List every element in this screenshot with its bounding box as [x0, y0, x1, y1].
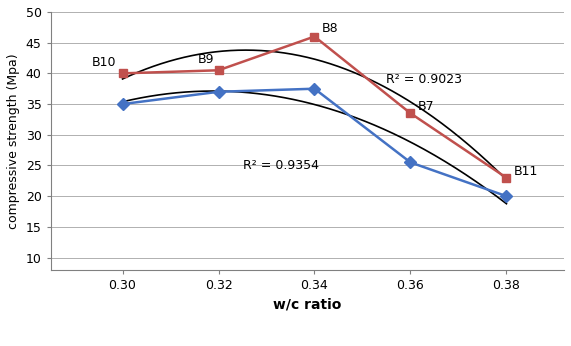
Text: B11: B11 [513, 165, 538, 178]
Text: B9: B9 [198, 53, 214, 66]
After 28 days curing [503, 176, 510, 180]
After 28 days curing [311, 35, 318, 39]
After 7 days curing [503, 194, 510, 198]
Text: B10: B10 [92, 56, 116, 70]
Y-axis label: compressive strength (Mpa): compressive strength (Mpa) [7, 53, 20, 229]
After 7 days curing [311, 86, 318, 91]
After 7 days curing [119, 102, 126, 106]
After 28 days curing [215, 68, 222, 72]
Text: R² = 0.9023: R² = 0.9023 [387, 73, 463, 85]
Text: R² = 0.9354: R² = 0.9354 [243, 158, 319, 172]
Line: After 28 days curing: After 28 days curing [118, 32, 510, 182]
After 7 days curing [215, 90, 222, 94]
After 28 days curing [119, 71, 126, 75]
After 7 days curing [407, 160, 414, 164]
X-axis label: w/c ratio: w/c ratio [273, 298, 341, 311]
Text: B7: B7 [417, 100, 434, 113]
After 28 days curing [407, 111, 414, 115]
Text: B8: B8 [321, 22, 338, 35]
Line: After 7 days curing: After 7 days curing [118, 84, 510, 200]
